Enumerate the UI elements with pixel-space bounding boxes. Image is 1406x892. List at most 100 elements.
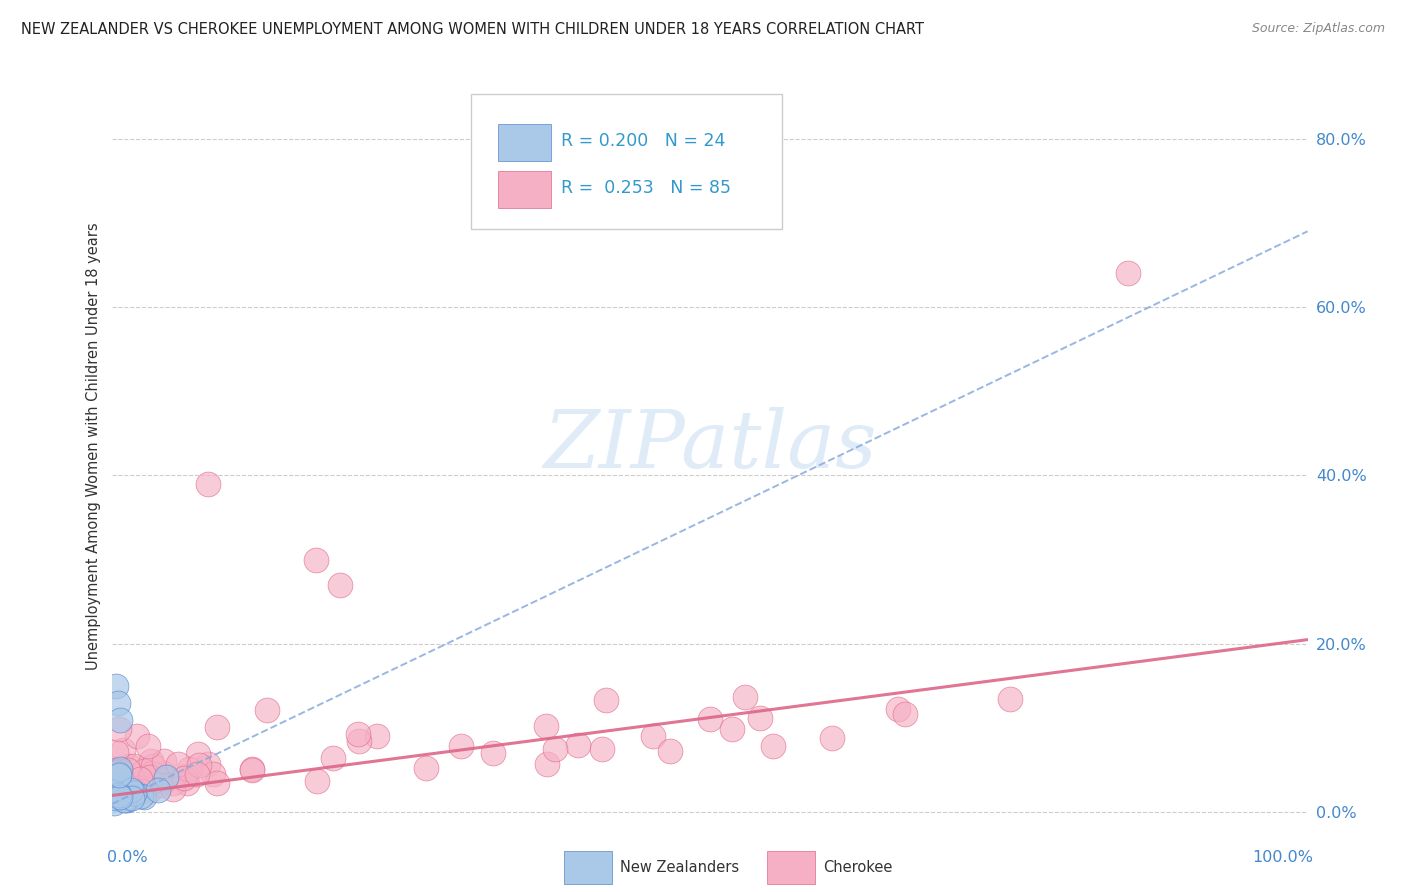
Point — [139, 771, 162, 785]
Point — [108, 764, 131, 779]
Point — [176, 768, 198, 782]
Point — [139, 754, 162, 768]
Point — [240, 763, 263, 777]
Point — [536, 756, 558, 771]
Text: R =  0.253   N = 85: R = 0.253 N = 85 — [561, 178, 731, 196]
Point — [118, 759, 141, 773]
Point — [595, 692, 617, 706]
Point — [450, 739, 472, 753]
Point — [749, 710, 772, 724]
Point — [122, 759, 145, 773]
Point — [105, 782, 128, 797]
Point — [104, 763, 127, 777]
Point — [132, 764, 155, 779]
Point — [117, 764, 139, 778]
Point — [118, 786, 141, 800]
Point — [641, 730, 664, 744]
Point — [122, 786, 145, 800]
Point — [150, 778, 173, 792]
Point — [305, 552, 328, 566]
Text: 100.0%: 100.0% — [1253, 850, 1313, 865]
Point — [658, 743, 681, 757]
Point — [201, 767, 224, 781]
Point — [121, 785, 143, 799]
Point — [104, 745, 127, 759]
FancyBboxPatch shape — [499, 124, 551, 161]
Point — [108, 762, 131, 776]
Point — [699, 712, 721, 726]
Point — [103, 766, 125, 780]
Point — [188, 757, 211, 772]
Point — [105, 679, 128, 693]
Point — [893, 706, 915, 721]
Point — [103, 769, 125, 783]
Point — [107, 768, 129, 782]
Point — [110, 787, 132, 801]
Point — [305, 773, 328, 788]
Point — [567, 738, 589, 752]
Point — [197, 756, 219, 771]
Point — [329, 578, 352, 592]
Point — [114, 793, 136, 807]
Point — [155, 772, 177, 786]
Point — [104, 779, 127, 793]
Point — [132, 790, 155, 805]
Point — [155, 771, 177, 785]
Point — [256, 703, 278, 717]
FancyBboxPatch shape — [471, 94, 782, 228]
Point — [112, 787, 135, 801]
Text: ZIPatlas: ZIPatlas — [543, 408, 877, 484]
Point — [720, 722, 742, 736]
Point — [131, 789, 153, 803]
Point — [111, 743, 134, 757]
Point — [152, 774, 174, 789]
Point — [115, 792, 138, 806]
Point — [534, 719, 557, 733]
Point — [108, 789, 131, 804]
Text: 0.0%: 0.0% — [107, 850, 148, 865]
Point — [347, 727, 370, 741]
Point — [104, 773, 127, 788]
Point — [103, 797, 125, 811]
Text: NEW ZEALANDER VS CHEROKEE UNEMPLOYMENT AMONG WOMEN WITH CHILDREN UNDER 18 YEARS : NEW ZEALANDER VS CHEROKEE UNEMPLOYMENT A… — [21, 22, 924, 37]
Point — [821, 731, 844, 745]
Point — [110, 769, 132, 783]
Point — [415, 761, 437, 775]
Point — [142, 759, 165, 773]
Point — [186, 766, 208, 780]
Point — [142, 773, 165, 788]
Point — [162, 781, 184, 796]
Text: Cherokee: Cherokee — [824, 861, 893, 875]
Point — [762, 739, 785, 753]
Point — [322, 751, 344, 765]
Text: Source: ZipAtlas.com: Source: ZipAtlas.com — [1251, 22, 1385, 36]
Point — [117, 791, 139, 805]
Point — [187, 747, 209, 761]
Point — [205, 775, 228, 789]
Point — [120, 782, 142, 797]
Point — [141, 766, 163, 780]
FancyBboxPatch shape — [768, 851, 815, 884]
Point — [886, 702, 908, 716]
FancyBboxPatch shape — [564, 851, 612, 884]
Point — [136, 739, 159, 753]
Point — [145, 768, 167, 782]
Point — [112, 792, 135, 806]
Point — [107, 722, 129, 736]
Point — [482, 747, 505, 761]
Point — [176, 775, 198, 789]
Point — [104, 782, 127, 797]
Point — [108, 788, 131, 802]
Point — [108, 779, 131, 793]
Point — [105, 790, 128, 805]
Point — [138, 784, 160, 798]
Point — [108, 713, 131, 727]
Point — [108, 786, 131, 800]
Point — [118, 785, 141, 799]
Point — [127, 781, 149, 796]
Point — [121, 790, 143, 805]
Point — [166, 757, 188, 772]
Point — [152, 765, 174, 780]
Point — [591, 742, 613, 756]
Point — [162, 776, 184, 790]
